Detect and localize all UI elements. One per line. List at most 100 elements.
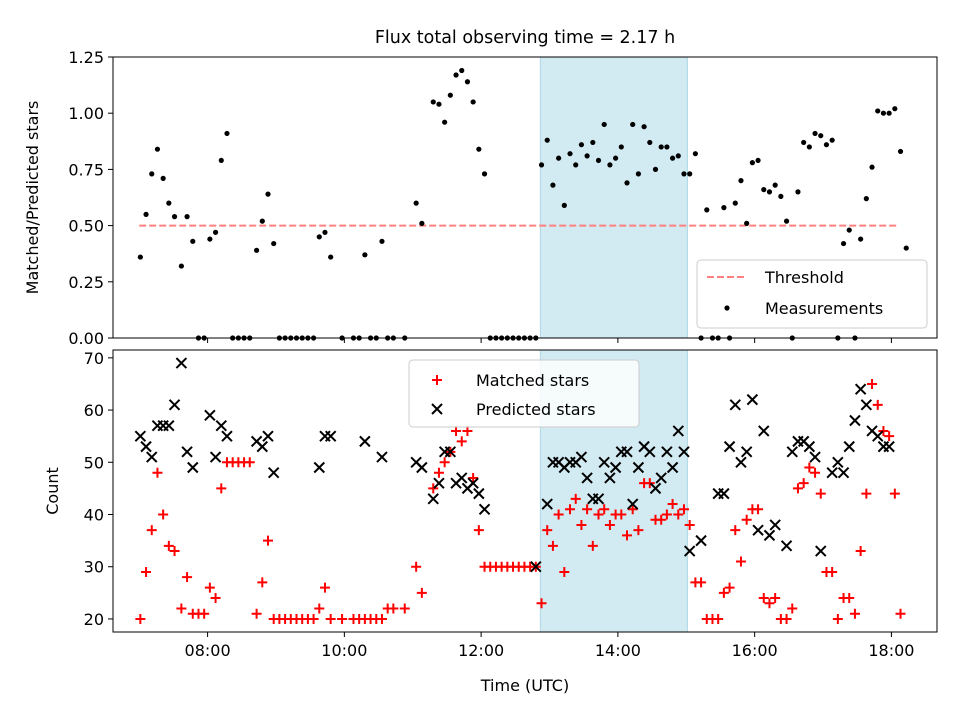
measurement-point: [863, 196, 869, 202]
matched-star-point: [810, 467, 821, 478]
predicted-star-point: [849, 414, 861, 427]
matched-star-point: [565, 504, 576, 515]
top-ytick-label: 1.00: [68, 104, 104, 123]
measurement-point: [869, 164, 875, 170]
predicted-star-point: [786, 446, 798, 458]
predicted-star-point: [632, 461, 645, 474]
measurement-point: [766, 189, 773, 195]
top-ytick-label: 0.50: [68, 217, 104, 236]
legend-box: [408, 359, 640, 428]
measurement-point: [744, 220, 750, 226]
matched-star-point: [257, 577, 268, 588]
measurement-point: [224, 130, 230, 137]
top-series-0: [137, 67, 909, 341]
predicted-star-point: [769, 519, 781, 531]
x-axis-label: Time (UTC): [480, 676, 569, 695]
bottom-ytick-label: 40: [84, 506, 104, 525]
measurement-point: [470, 99, 476, 105]
top-axes-frame: [112, 56, 938, 339]
measurement-point: [829, 137, 835, 143]
predicted-star-point: [146, 451, 158, 463]
matched-star-point: [204, 582, 215, 593]
measurement-point: [556, 155, 562, 161]
predicted-star-point: [758, 425, 770, 437]
measurement-point: [584, 153, 590, 159]
matched-star-point: [182, 572, 193, 583]
measurement-point: [550, 182, 556, 188]
predicted-star-point: [860, 399, 873, 411]
matched-star-point: [176, 603, 187, 614]
top-ytick-label: 1.25: [68, 48, 104, 67]
matched-star-point: [468, 472, 479, 483]
matched-star-point: [844, 593, 855, 604]
predicted-star-point: [140, 440, 152, 453]
bottom-ytick-label: 50: [84, 453, 104, 472]
matched-star-point: [599, 504, 610, 515]
measurement-point: [265, 191, 271, 197]
predicted-star-point: [204, 409, 216, 421]
measurement-point: [561, 202, 567, 208]
measurement-point: [669, 155, 676, 161]
predicted-star-point: [883, 440, 895, 453]
measurement-point: [544, 137, 550, 143]
predicted-star-point: [209, 451, 222, 463]
bottom-xtick-label: 12:00: [458, 641, 504, 660]
measurement-point: [601, 121, 607, 128]
predicted-star-point: [649, 482, 662, 495]
legend-box: [696, 259, 928, 329]
measurement-point: [567, 151, 573, 157]
measurement-point: [772, 182, 778, 188]
matched-star-point: [416, 587, 427, 598]
measurement-point: [652, 166, 659, 172]
measurement-point: [681, 171, 687, 177]
measurement-point: [166, 200, 172, 206]
predicted-star-point: [746, 393, 759, 406]
matched-star-point: [456, 436, 467, 447]
matched-star-point: [696, 577, 707, 588]
matched-star-point: [451, 425, 462, 436]
predicted-star-point: [854, 383, 867, 395]
measurement-point: [624, 180, 630, 186]
measurement-point: [897, 148, 904, 155]
bottom-series-1: [134, 357, 895, 573]
matched-star-point: [724, 582, 735, 593]
predicted-star-point: [803, 440, 816, 453]
bottom-ytick-label: 70: [84, 349, 104, 368]
matched-star-point: [622, 530, 633, 541]
measurement-point: [316, 234, 322, 240]
bottom-series-0: [135, 378, 906, 624]
measurement-point: [761, 187, 767, 193]
matched-star-point: [849, 608, 860, 619]
predicted-star-point: [541, 498, 553, 510]
top-legend: Threshold Measurements: [696, 259, 928, 329]
predicted-star-point: [809, 451, 821, 463]
matched-star-point: [718, 587, 729, 598]
measurement-point: [738, 178, 744, 184]
measurement-point: [749, 160, 755, 166]
matched-star-point: [832, 613, 843, 624]
matched-star-point: [753, 504, 764, 515]
matched-star-point: [135, 613, 146, 624]
bottom-xtick-label: 08:00: [185, 641, 231, 660]
measurement-point: [641, 124, 647, 130]
predicted-star-point: [740, 446, 753, 458]
measurement-point: [618, 144, 624, 150]
matched-star-point: [758, 593, 769, 604]
legend-matched-label: Matched stars: [476, 371, 589, 390]
measurement-point: [783, 218, 790, 224]
predicted-star-point: [181, 446, 193, 458]
matched-star-point: [169, 546, 180, 557]
measurement-point: [413, 200, 419, 206]
predicted-star-point: [735, 456, 747, 468]
measurement-point: [607, 162, 613, 168]
predicted-star-point: [815, 545, 827, 557]
predicted-star-point: [621, 446, 633, 458]
measurement-point: [732, 200, 738, 206]
measurement-point: [362, 252, 368, 258]
matched-star-point: [388, 603, 399, 614]
measurement-point: [442, 119, 448, 125]
matched-star-point: [337, 613, 348, 624]
predicted-star-point: [134, 430, 147, 442]
bottom-ytick-label: 60: [84, 401, 104, 420]
matched-star-point: [741, 514, 752, 525]
